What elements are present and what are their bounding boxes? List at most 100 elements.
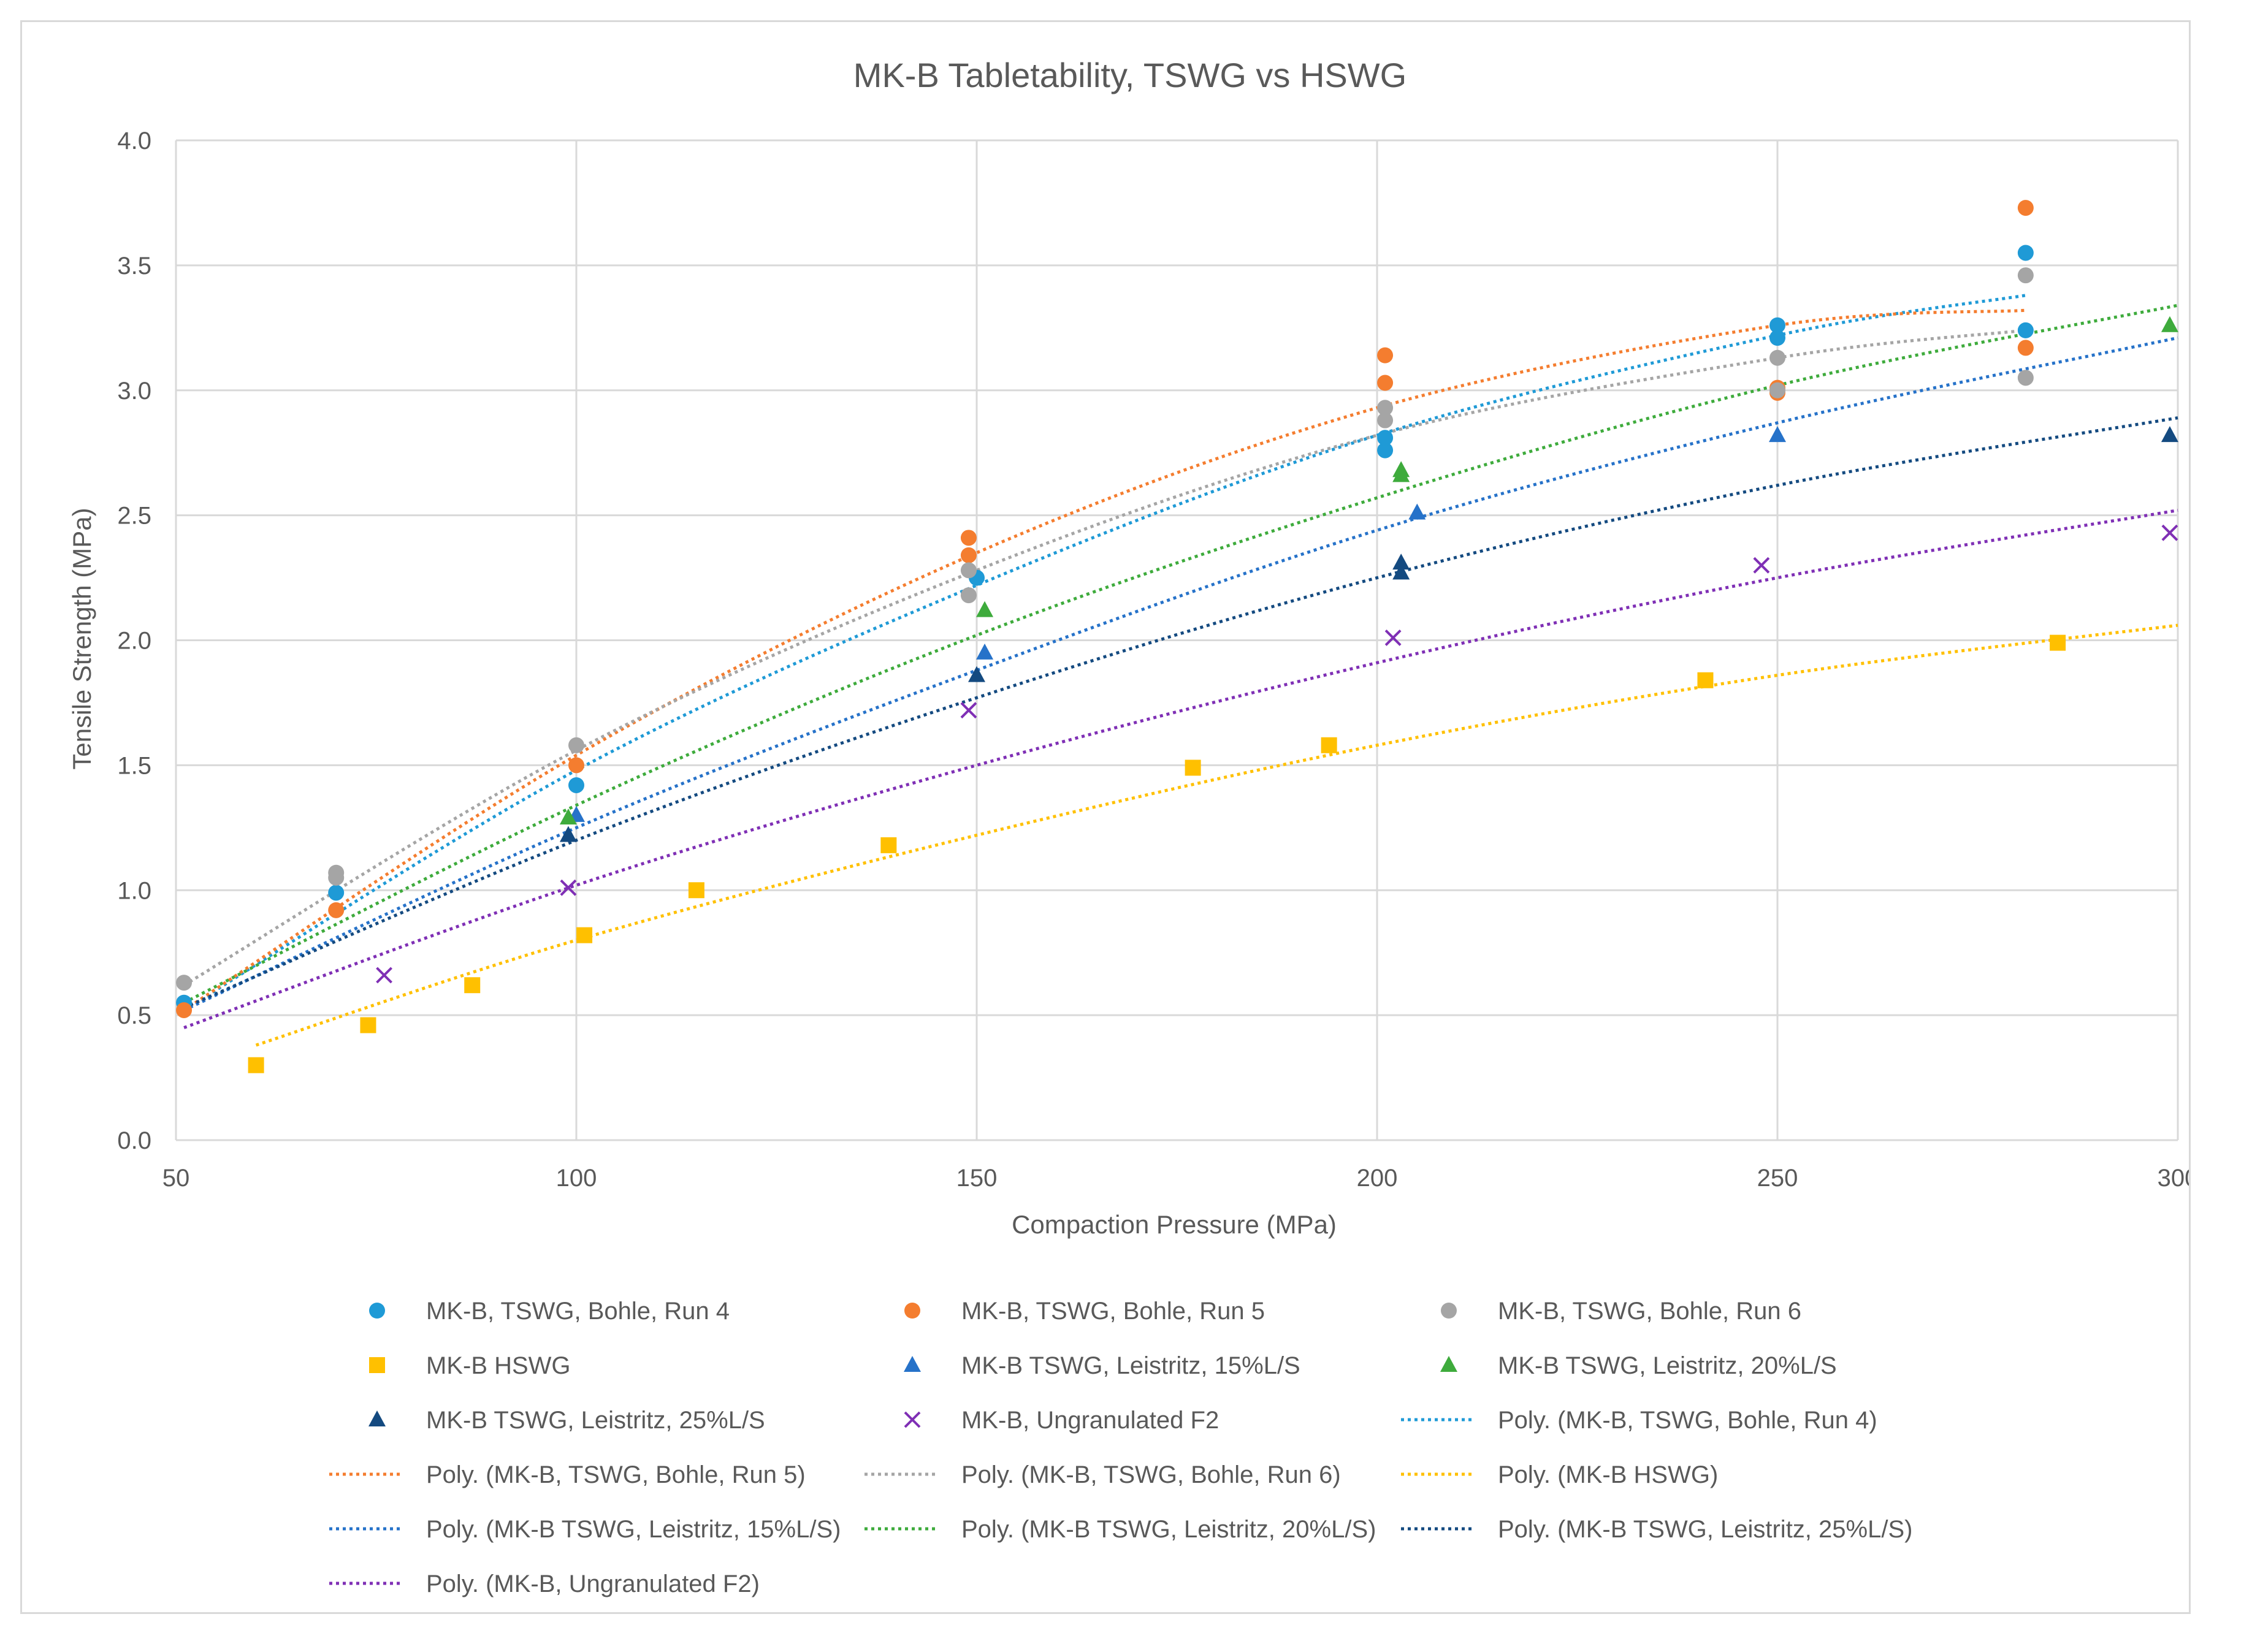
legend-entry-poly-mk-b-tswg-leistritz-25-l-s: Poly. (MK-B TSWG, Leistritz, 25%L/S) — [1401, 1516, 1912, 1543]
legend-marker — [368, 1410, 386, 1426]
y-tick-label: 3.5 — [117, 253, 151, 280]
data-point-mk-b-hswg — [2050, 634, 2066, 651]
data-point-mk-b-tswg-leistritz-15-l-s — [1769, 426, 1786, 443]
data-point-mk-b-hswg — [1321, 737, 1337, 753]
trendlines — [183, 294, 2178, 1047]
grid — [175, 139, 2179, 1141]
data-point-mk-b-tswg-leistritz-15-l-s — [976, 643, 994, 660]
legend: MK-B, TSWG, Bohle, Run 4 MK-B, TSWG, Bohl… — [329, 1298, 1912, 1597]
legend-entry-poly-mk-b-tswg-bohle-run-4: Poly. (MK-B, TSWG, Bohle, Run 4) — [1401, 1407, 1877, 1434]
data-point-mk-b-tswg-bohle-run-4 — [1769, 330, 1785, 346]
legend-entry-poly-mk-b-hswg: Poly. (MK-B HSWG) — [1401, 1461, 1718, 1488]
data-point-mk-b-hswg — [464, 977, 481, 994]
x-tick-label: 100 — [556, 1165, 597, 1192]
legend-label: MK-B, TSWG, Bohle, Run 5 — [961, 1298, 1265, 1325]
data-point-mk-b-tswg-bohle-run-6 — [1377, 412, 1394, 428]
x-tick-label: 200 — [1357, 1165, 1398, 1192]
y-tick-label: 4.0 — [117, 128, 151, 154]
legend-label: MK-B, TSWG, Bohle, Run 6 — [1498, 1298, 1801, 1325]
trendline-poly-mk-b-ungranulated-f2 — [183, 509, 2178, 1029]
data-point-mk-b-tswg-leistritz-20-l-s — [1392, 466, 1410, 482]
legend-label: Poly. (MK-B TSWG, Leistritz, 15%L/S) — [426, 1516, 841, 1543]
data-point-mk-b-tswg-bohle-run-5 — [960, 547, 977, 563]
data-point-mk-b-tswg-bohle-run-6 — [2017, 267, 2034, 284]
legend-label: Poly. (MK-B, TSWG, Bohle, Run 6) — [961, 1461, 1341, 1488]
legend-entry-mk-b-tswg-bohle-run-6: MK-B, TSWG, Bohle, Run 6 — [1441, 1298, 1801, 1325]
data-point-mk-b-tswg-leistritz-25-l-s — [2161, 426, 2178, 443]
data-point-mk-b-tswg-bohle-run-4 — [1377, 442, 1394, 459]
data-point-mk-b-ungranulated-f2 — [376, 967, 392, 984]
trendline-poly-mk-b-hswg — [255, 623, 2178, 1047]
data-point-mk-b-tswg-leistritz-25-l-s — [968, 666, 985, 682]
legend-label: Poly. (MK-B, TSWG, Bohle, Run 4) — [1498, 1407, 1877, 1434]
data-point-mk-b-tswg-leistritz-25-l-s — [1392, 563, 1410, 580]
legend-label: Poly. (MK-B TSWG, Leistritz, 20%L/S) — [961, 1516, 1376, 1543]
data-point-mk-b-tswg-bohle-run-6 — [176, 975, 193, 991]
data-point-mk-b-hswg — [248, 1057, 264, 1073]
legend-label: MK-B, Ungranulated F2 — [961, 1407, 1219, 1434]
data-point-mk-b-tswg-leistritz-20-l-s — [559, 809, 577, 825]
data-point-mk-b-tswg-bohle-run-5 — [2017, 200, 2034, 216]
data-point-mk-b-hswg — [360, 1017, 376, 1033]
y-tick-label: 2.5 — [117, 503, 151, 530]
legend-label: Poly. (MK-B, Ungranulated F2) — [426, 1570, 760, 1597]
y-axis-label: Tensile Strength (MPa) — [67, 508, 96, 769]
data-point-mk-b-tswg-bohle-run-6 — [568, 737, 584, 753]
data-point-mk-b-ungranulated-f2 — [2161, 524, 2178, 541]
data-point-mk-b-tswg-bohle-run-5 — [2017, 340, 2034, 356]
data-point-mk-b-tswg-bohle-run-4 — [1377, 430, 1394, 446]
legend-entry-mk-b-tswg-leistritz-25-l-s: MK-B TSWG, Leistritz, 25%L/S — [368, 1407, 765, 1434]
legend-label: MK-B TSWG, Leistritz, 15%L/S — [961, 1352, 1300, 1379]
data-point-mk-b-tswg-leistritz-15-l-s — [1408, 503, 1426, 520]
trendline-poly-mk-b-tswg-leistritz-25-l-s — [183, 416, 2178, 1010]
trendline-poly-mk-b-tswg-leistritz-15-l-s — [183, 336, 2178, 1012]
y-tick-label: 0.0 — [117, 1127, 151, 1154]
data-point-mk-b-tswg-bohle-run-5 — [176, 1002, 193, 1018]
markers — [176, 200, 2178, 1073]
x-tick-label: 300 — [2158, 1165, 2189, 1192]
legend-label: Poly. (MK-B HSWG) — [1498, 1461, 1718, 1488]
data-point-mk-b-tswg-bohle-run-4 — [1769, 317, 1785, 333]
data-point-mk-b-hswg — [576, 927, 593, 943]
chart-frame: MK-B Tabletability, TSWG vs HSWG 50 100 15… — [20, 20, 2198, 1614]
x-tick-label: 150 — [956, 1165, 998, 1192]
legend-marker — [1440, 1356, 1457, 1372]
data-point-mk-b-tswg-bohle-run-6 — [328, 869, 345, 886]
data-point-mk-b-ungranulated-f2 — [960, 702, 977, 719]
trendline-poly-mk-b-tswg-leistritz-20-l-s — [183, 303, 2178, 1004]
legend-marker — [904, 1303, 920, 1319]
legend-entry-poly-mk-b-tswg-bohle-run-5: Poly. (MK-B, TSWG, Bohle, Run 5) — [329, 1461, 806, 1488]
legend-marker — [369, 1303, 385, 1319]
legend-entry-mk-b-tswg-bohle-run-4: MK-B, TSWG, Bohle, Run 4 — [369, 1298, 730, 1325]
data-point-mk-b-tswg-leistritz-25-l-s — [1392, 554, 1410, 570]
data-point-mk-b-ungranulated-f2 — [1753, 557, 1770, 574]
data-point-mk-b-tswg-bohle-run-6 — [960, 562, 977, 579]
data-point-mk-b-hswg — [688, 882, 704, 899]
data-point-mk-b-tswg-bohle-run-6 — [1769, 382, 1785, 398]
x-tick-label: 250 — [1757, 1165, 1798, 1192]
chart-svg: MK-B Tabletability, TSWG vs HSWG 50 100 15… — [67, 56, 2198, 1597]
axis-ticks: 50 100 150 200 250 300 0.0 0.5 1.0 1.5 2.0 2.5 3.0 3.… — [117, 128, 2198, 1192]
data-point-mk-b-hswg — [1697, 672, 1714, 688]
y-tick-label: 0.5 — [117, 1002, 151, 1029]
data-point-mk-b-tswg-bohle-run-5 — [328, 902, 345, 918]
legend-label: MK-B TSWG, Leistritz, 20%L/S — [1498, 1352, 1837, 1379]
y-tick-label: 1.0 — [117, 877, 151, 904]
chart-title: MK-B Tabletability, TSWG vs HSWG — [853, 56, 1407, 94]
data-point-mk-b-tswg-bohle-run-5 — [1377, 347, 1394, 364]
data-point-mk-b-tswg-bohle-run-6 — [2017, 370, 2034, 386]
x-axis-label: Compaction Pressure (MPa) — [1012, 1210, 1337, 1239]
data-point-mk-b-tswg-bohle-run-6 — [1377, 400, 1394, 416]
data-point-mk-b-hswg — [880, 837, 897, 853]
legend-entry-poly-mk-b-tswg-leistritz-20-l-s: Poly. (MK-B TSWG, Leistritz, 20%L/S) — [865, 1516, 1376, 1543]
legend-label: MK-B, TSWG, Bohle, Run 4 — [426, 1298, 730, 1325]
legend-label: Poly. (MK-B, TSWG, Bohle, Run 5) — [426, 1461, 806, 1488]
trendline-poly-mk-b-tswg-bohle-run-4 — [183, 294, 2026, 1012]
data-point-mk-b-tswg-bohle-run-4 — [568, 777, 584, 793]
data-point-mk-b-ungranulated-f2 — [560, 879, 577, 896]
data-point-mk-b-tswg-bohle-run-5 — [568, 757, 584, 774]
legend-entry-poly-mk-b-tswg-bohle-run-6: Poly. (MK-B, TSWG, Bohle, Run 6) — [865, 1461, 1341, 1488]
data-point-mk-b-tswg-bohle-run-4 — [2017, 245, 2034, 261]
legend-marker — [369, 1357, 385, 1373]
legend-marker — [1441, 1303, 1457, 1319]
